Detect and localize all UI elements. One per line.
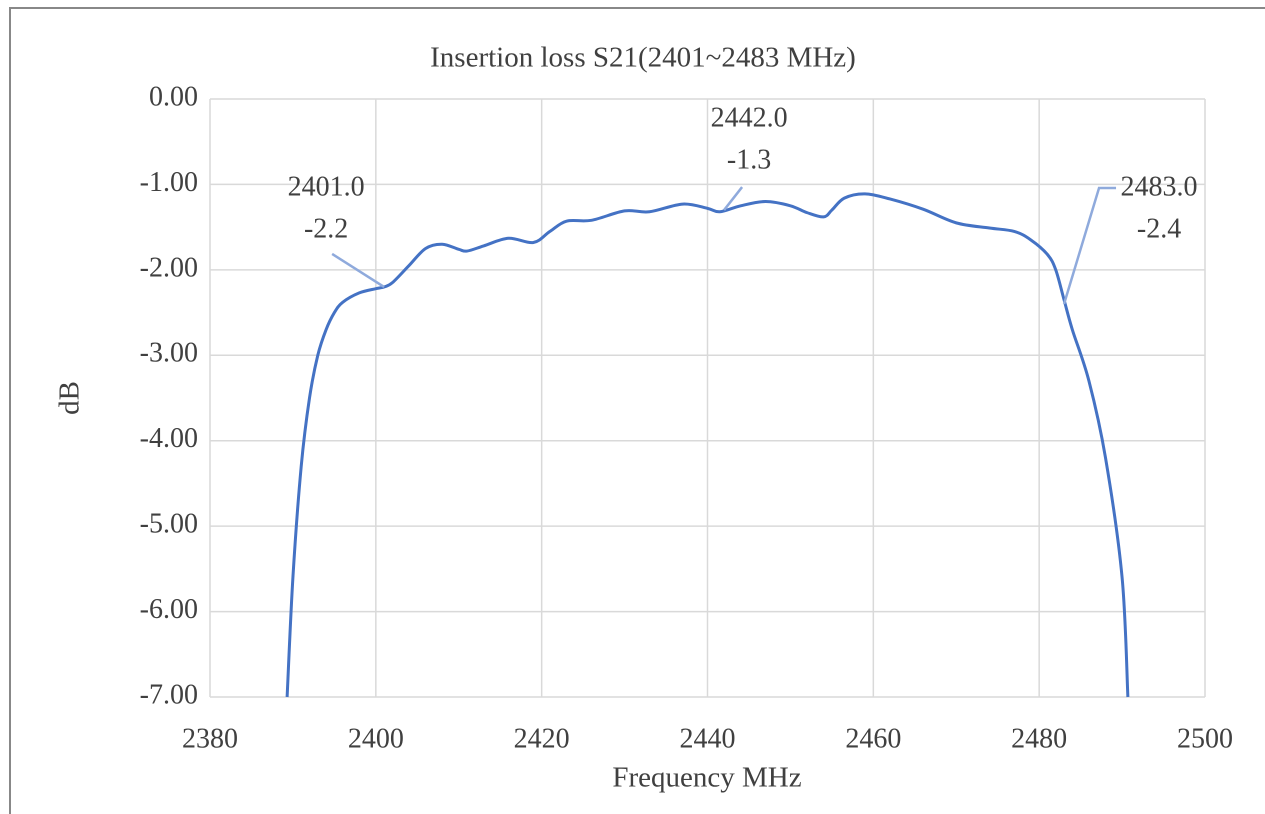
x-tick-label: 2500 xyxy=(1177,723,1233,754)
x-tick-label: 2400 xyxy=(348,723,404,754)
x-tick-label: 2380 xyxy=(182,723,238,754)
chart-frame xyxy=(9,7,1265,814)
annotation-y-label: -2.2 xyxy=(304,213,348,244)
y-tick-label: -6.00 xyxy=(140,594,198,625)
y-tick-label: -7.00 xyxy=(140,679,198,710)
chart-title: Insertion loss S21(2401~2483 MHz) xyxy=(430,42,856,74)
x-tick-label: 2420 xyxy=(514,723,570,754)
annotation-y-label: -1.3 xyxy=(727,144,771,175)
x-tick-label: 2460 xyxy=(845,723,901,754)
annotation-leader xyxy=(723,186,744,211)
y-axis-label: dB xyxy=(54,381,86,415)
annotation-leader xyxy=(331,252,385,288)
annotation-x-label: 2483.0 xyxy=(1121,171,1198,202)
annotation-leader xyxy=(1062,186,1117,305)
data-line xyxy=(285,192,1130,698)
y-tick-label: -1.00 xyxy=(140,167,198,198)
annotation-x-label: 2401.0 xyxy=(288,171,365,202)
x-tick-label: 2440 xyxy=(680,723,736,754)
y-tick-label: -2.00 xyxy=(140,252,198,283)
y-tick-label: 0.00 xyxy=(149,81,198,112)
x-axis-label: Frequency MHz xyxy=(612,762,801,794)
y-tick-label: -3.00 xyxy=(140,338,198,369)
x-tick-label: 2480 xyxy=(1011,723,1067,754)
y-tick-label: -4.00 xyxy=(140,423,198,454)
y-tick-label: -5.00 xyxy=(140,509,198,540)
annotation-x-label: 2442.0 xyxy=(711,102,788,133)
annotation-y-label: -2.4 xyxy=(1137,213,1181,244)
